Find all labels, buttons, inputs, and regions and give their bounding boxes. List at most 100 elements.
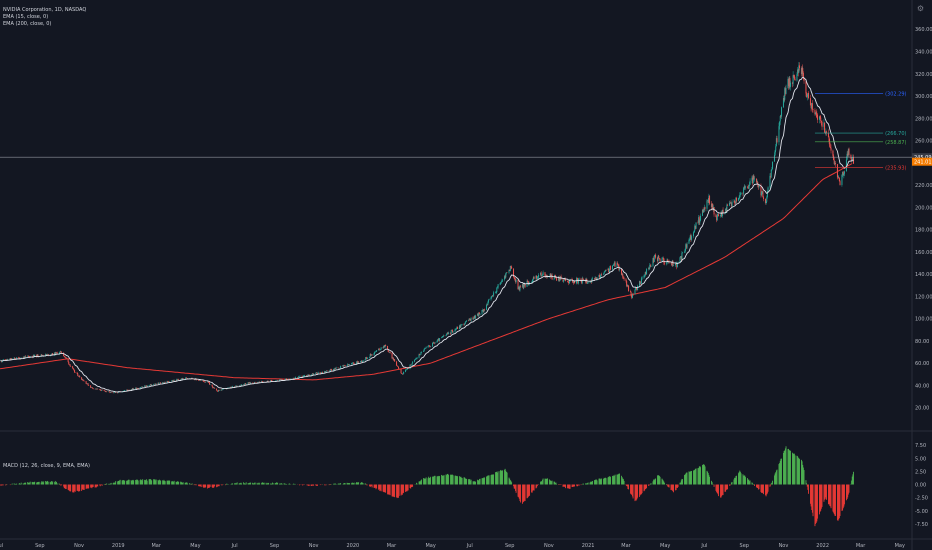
candle-body: [14, 357, 16, 359]
macd-bar: [853, 471, 854, 485]
macd-bar: [191, 483, 193, 485]
candle-body: [221, 389, 223, 391]
macd-bar: [99, 484, 101, 486]
macd-bar: [736, 475, 737, 485]
candle-body: [10, 358, 12, 360]
macd-bar: [441, 474, 442, 485]
candle-body: [362, 360, 364, 362]
candle-body: [397, 366, 399, 369]
macd-bar: [594, 480, 595, 485]
macd-bar: [787, 449, 789, 485]
candle-body: [424, 348, 426, 349]
candle-body: [105, 391, 107, 392]
macd-bar: [189, 483, 191, 485]
macd-bar: [529, 484, 531, 496]
candle-body: [73, 369, 75, 371]
macd-bar: [495, 472, 497, 485]
macd-bar: [513, 484, 515, 489]
candle-body: [78, 375, 80, 377]
candle-body: [428, 345, 430, 347]
candle-body: [511, 266, 513, 269]
candle-body: [446, 333, 448, 336]
macd-bar: [213, 484, 215, 488]
candle-body: [617, 264, 619, 266]
macd-bar: [828, 484, 830, 505]
candle-body: [250, 382, 252, 384]
candle-body: [459, 325, 461, 328]
macd-bar: [513, 484, 514, 487]
candle-body: [335, 367, 337, 369]
candle-body: [549, 273, 551, 277]
candle-body: [232, 386, 234, 388]
macd-bar: [596, 480, 598, 485]
candle-body: [627, 285, 629, 286]
macd-bar: [671, 484, 673, 491]
macd-bar: [243, 483, 245, 485]
macd-bar: [460, 476, 462, 485]
candle-body: [823, 122, 825, 127]
macd-bar: [506, 471, 507, 485]
macd-bar: [333, 483, 335, 485]
candle-body: [36, 354, 38, 358]
candle-body: [436, 341, 438, 343]
macd-bar: [343, 483, 345, 485]
time-tick-label: May: [660, 543, 670, 549]
candle-body: [491, 296, 493, 297]
macd-bar: [402, 484, 404, 494]
candle-body: [806, 93, 808, 98]
candle-body: [74, 370, 76, 373]
candle-body: [69, 364, 71, 367]
candle-body: [158, 382, 160, 384]
candle-body: [360, 360, 362, 362]
macd-bar: [425, 477, 427, 485]
macd-bar: [515, 484, 516, 491]
macd-bar: [216, 484, 218, 488]
macd-bar: [772, 480, 773, 485]
candle-body: [328, 370, 330, 372]
macd-bar: [236, 482, 238, 485]
macd-bar: [416, 482, 417, 485]
macd-bar: [131, 480, 133, 485]
macd-bar: [254, 482, 256, 485]
macd-bar: [346, 482, 348, 485]
macd-bar: [344, 483, 345, 485]
macd-bar: [271, 483, 273, 485]
candle-body: [81, 379, 83, 380]
candle-body: [63, 352, 65, 357]
candle-body: [523, 285, 525, 288]
candle-body: [333, 369, 335, 371]
candle-body: [365, 357, 367, 360]
candle-body: [622, 277, 624, 279]
candle-body: [376, 350, 378, 352]
candle-body: [316, 373, 318, 375]
macd-bar: [356, 482, 358, 485]
candle-body: [574, 280, 576, 284]
macd-bar: [288, 483, 290, 485]
candle-body: [13, 357, 15, 359]
macd-bar: [401, 484, 403, 495]
candle-body: [778, 126, 780, 143]
macd-bar: [412, 484, 414, 487]
candle-body: [833, 160, 835, 164]
macd-bar: [486, 476, 488, 485]
candle-body: [209, 384, 211, 386]
macd-bar: [572, 484, 574, 487]
candle-body: [674, 263, 676, 266]
macd-bar: [483, 477, 485, 485]
candle-body: [601, 274, 603, 275]
candle-body: [432, 342, 434, 347]
candle-body: [500, 282, 502, 284]
candle-body: [780, 116, 782, 117]
macd-bar: [488, 475, 489, 485]
candle-body: [361, 361, 363, 363]
candle-body: [653, 255, 655, 262]
macd-bar: [536, 484, 538, 487]
gear-icon[interactable]: ⚙: [916, 4, 924, 13]
candle-body: [99, 389, 101, 390]
candle-body: [387, 349, 389, 352]
macd-bar: [470, 480, 471, 485]
macd-bar: [409, 484, 411, 488]
macd-bar: [347, 482, 349, 485]
macd-bar: [238, 483, 240, 485]
